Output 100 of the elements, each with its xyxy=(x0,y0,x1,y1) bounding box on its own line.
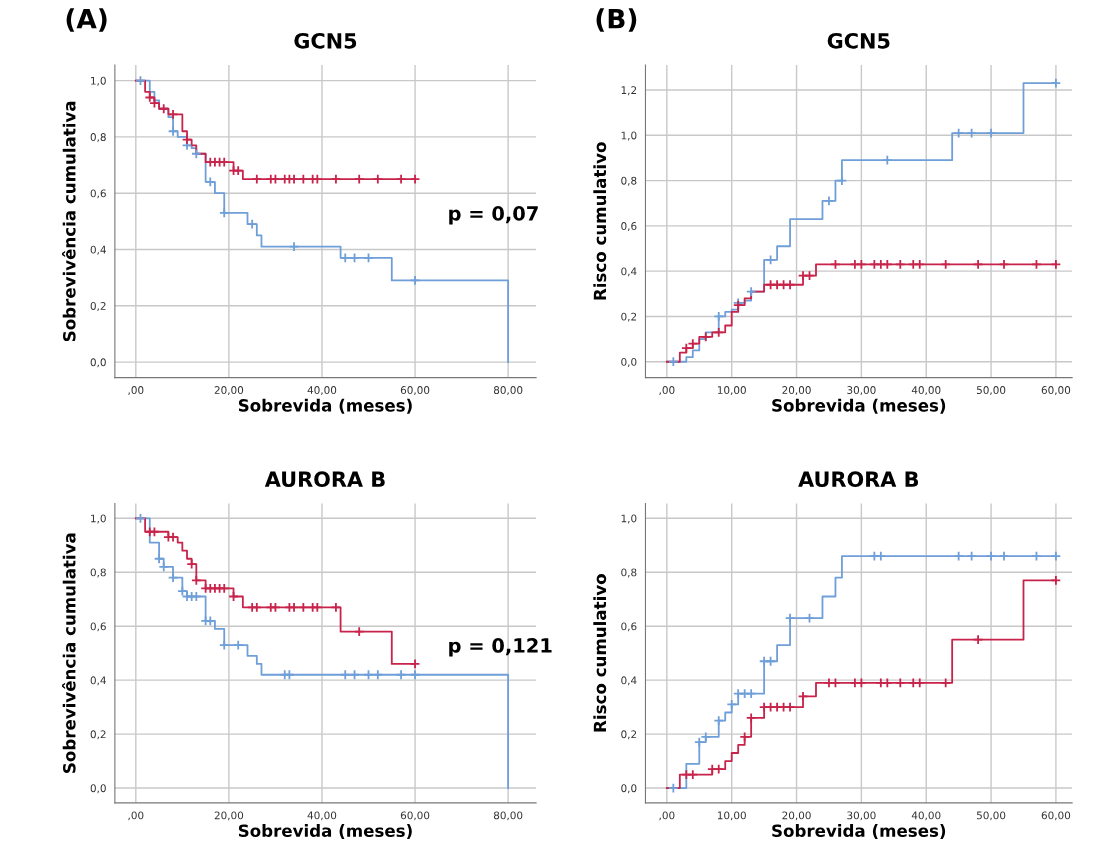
y-tick-label: 0,0 xyxy=(90,784,106,794)
x-tick-label: 40,00 xyxy=(911,386,941,396)
y-tick-label: 0,0 xyxy=(621,357,637,367)
point xyxy=(395,173,407,185)
point xyxy=(765,254,776,266)
annotation: p = 0,07 xyxy=(449,206,538,225)
x-tick-label: 60,00 xyxy=(1041,386,1071,396)
y-tick-label: 0,0 xyxy=(90,358,106,368)
x-tick-label: ,00 xyxy=(659,386,675,396)
point xyxy=(856,677,867,689)
point xyxy=(882,677,893,689)
point xyxy=(298,173,309,185)
point xyxy=(914,259,926,270)
x-tick-label: 20,00 xyxy=(214,811,244,821)
x-tick-label: 40,00 xyxy=(911,811,941,821)
point xyxy=(191,148,202,160)
y-tick-label: 0,2 xyxy=(621,312,637,322)
point xyxy=(167,109,179,120)
y-tick-label: 0,6 xyxy=(90,622,106,632)
point xyxy=(158,103,170,115)
y-tick-label: 0,4 xyxy=(90,676,106,686)
point xyxy=(395,669,407,681)
point xyxy=(218,639,230,651)
x-tick-label: 20,00 xyxy=(782,811,811,821)
point xyxy=(745,712,757,724)
x-tick-label: 20,00 xyxy=(214,386,244,396)
x-tick-label: 10,00 xyxy=(717,386,746,396)
x-axis-title: Sobrevida (meses) xyxy=(772,824,946,839)
x-tick-label: 60,00 xyxy=(400,811,430,821)
chart-title: AURORA B xyxy=(798,471,919,488)
x-tick-label: 40,00 xyxy=(307,386,337,396)
x-tick-label: 30,00 xyxy=(847,386,876,396)
point xyxy=(288,241,300,252)
point xyxy=(940,259,951,270)
y-tick-label: 0,2 xyxy=(90,730,106,740)
y-tick-label: 0,8 xyxy=(621,568,637,578)
y-tick-label: 1,0 xyxy=(621,514,637,524)
point xyxy=(251,173,263,185)
point xyxy=(186,558,197,570)
y-tick-label: 0,6 xyxy=(621,222,637,232)
y-axis-title: Risco cumulativo xyxy=(593,574,607,732)
point xyxy=(1050,259,1062,270)
point xyxy=(700,331,712,343)
point xyxy=(181,134,193,145)
chart-title: GCN5 xyxy=(827,32,890,49)
point xyxy=(330,173,342,185)
y-tick-label: 0,0 xyxy=(621,784,637,794)
y-axis-title: Sobrevivência cumulativa xyxy=(62,101,76,342)
y-tick-label: 1,0 xyxy=(621,131,637,141)
point xyxy=(372,173,384,185)
y-tick-label: 1,2 xyxy=(621,86,637,96)
point xyxy=(998,259,1010,270)
x-tick-label: 60,00 xyxy=(400,386,430,396)
annotation: p = 0,121 xyxy=(449,638,552,657)
y-tick-label: 0,6 xyxy=(621,622,637,632)
point xyxy=(739,731,750,743)
point xyxy=(298,602,309,613)
x-tick-label: 30,00 xyxy=(847,811,876,821)
y-tick-label: 1,0 xyxy=(91,76,106,86)
point xyxy=(372,669,384,681)
x-tick-label: 50,00 xyxy=(976,386,1006,396)
point xyxy=(797,691,809,702)
point xyxy=(218,207,230,219)
point xyxy=(312,602,323,613)
point xyxy=(966,550,977,562)
y-tick-label: 0,4 xyxy=(90,245,106,255)
x-tick-label: 80,00 xyxy=(493,386,523,396)
y-tick-label: 0,4 xyxy=(621,267,637,277)
point xyxy=(330,602,342,613)
x-axis-title: Sobrevida (meses) xyxy=(238,824,412,839)
point xyxy=(191,575,202,586)
point xyxy=(953,127,964,139)
point xyxy=(894,259,906,270)
x-tick-label: ,00 xyxy=(659,811,675,821)
x-tick-label: 60,00 xyxy=(1041,811,1071,821)
point xyxy=(153,553,165,565)
x-tick-label: ,00 xyxy=(128,811,144,821)
point xyxy=(953,550,964,562)
x-tick-label: 50,00 xyxy=(976,811,1006,821)
chart-title: GCN5 xyxy=(294,32,357,49)
point xyxy=(1050,77,1062,89)
x-tick-label: ,00 xyxy=(128,386,144,396)
point xyxy=(940,677,951,689)
point xyxy=(409,669,421,681)
y-tick-label: 0,2 xyxy=(621,730,637,740)
point xyxy=(167,572,179,583)
point xyxy=(882,259,893,270)
y-tick-label: 0,8 xyxy=(90,133,106,143)
y-tick-label: 0,8 xyxy=(621,176,637,186)
text: (A) xyxy=(66,8,107,32)
point xyxy=(284,669,295,681)
text: (B) xyxy=(596,8,637,32)
point xyxy=(1050,575,1062,586)
point xyxy=(177,585,188,597)
x-tick-label: 40,00 xyxy=(307,811,337,821)
y-tick-label: 0,8 xyxy=(90,568,106,578)
point xyxy=(972,259,984,270)
x-axis-title: Sobrevida (meses) xyxy=(238,398,412,414)
y-tick-label: 0,6 xyxy=(90,189,106,199)
x-tick-label: 80,00 xyxy=(493,811,523,821)
